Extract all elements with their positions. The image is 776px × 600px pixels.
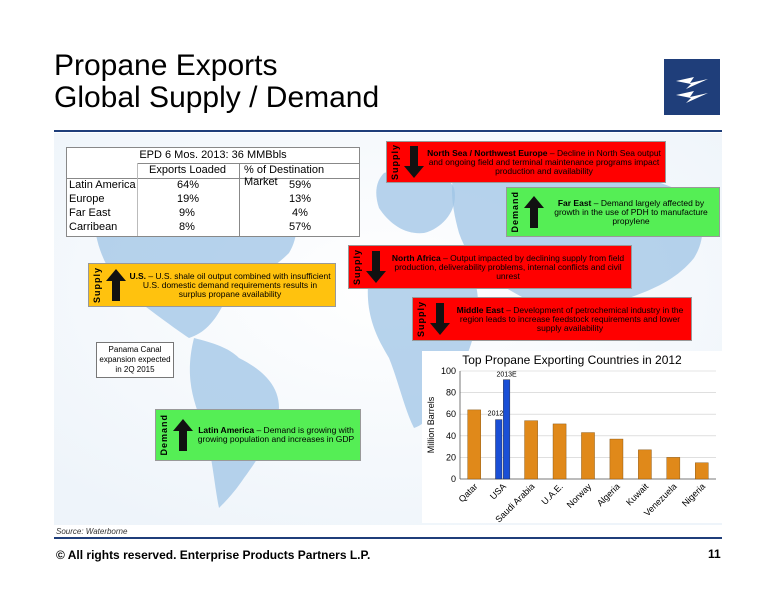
row-market: 57% (289, 221, 312, 233)
lightning-logo-icon (676, 77, 708, 103)
box-bold-label: Far East (557, 197, 592, 208)
y-tick-label: 100 (441, 366, 456, 376)
bar-usa-2012 (495, 419, 503, 480)
exports-chart: Top Propane Exporting Countries in 2012 0… (422, 351, 722, 525)
row-loaded: 8% (179, 221, 195, 233)
x-tick-label: Nigeria (680, 481, 707, 508)
box-bold-label: U.S. (129, 270, 146, 281)
footer-rule (54, 537, 722, 539)
bar-data-label: 2012 (488, 411, 504, 418)
y-axis-label: Million Barrels (426, 396, 436, 453)
exports-table: EPD 6 Mos. 2013: 36 MMBbls Exports Loade… (66, 147, 360, 237)
map-europe (376, 168, 455, 234)
bar-nigeria (695, 462, 709, 480)
row-loaded: 64% (177, 179, 200, 191)
bar-uae (552, 423, 567, 480)
company-logo (664, 59, 720, 115)
chart-svg: Top Propane Exporting Countries in 2012 0… (426, 353, 716, 525)
box-text: – Development of petrochemical industry … (459, 304, 684, 333)
bar-norway (581, 432, 595, 480)
copyright-footer: © All rights reserved. Enterprise Produc… (56, 548, 371, 562)
up-arrow-icon (173, 419, 193, 451)
box-text: – Demand largely affected by growth in t… (554, 197, 708, 226)
up-arrow-icon (106, 269, 126, 301)
table-row: Carribean 8% 57% (67, 221, 359, 235)
y-tick-label: 40 (446, 431, 456, 441)
bar-qatar (467, 409, 481, 480)
up-arrow-icon (524, 196, 544, 228)
table-row: Europe 19% 13% (67, 193, 359, 207)
box-far-east: Demand Far East – Demand largely affecte… (506, 187, 720, 237)
bar-kuwait (638, 449, 652, 480)
bar-venezuela (666, 457, 681, 480)
bar-usa-2013e (503, 379, 511, 480)
box-north-sea: Supply North Sea / Northwest Europe – De… (386, 141, 666, 183)
down-arrow-icon (366, 251, 386, 283)
box-middle-east: Supply Middle East – Development of petr… (412, 297, 692, 341)
row-loaded: 19% (177, 193, 200, 205)
box-text: – Output impacted by declining supply fr… (394, 252, 625, 281)
row-market: 13% (289, 193, 312, 205)
source-note: Source: Waterborne (56, 527, 128, 536)
box-side-label: Supply (389, 143, 400, 180)
box-bold-label: North Africa (391, 252, 441, 263)
row-region: Europe (69, 193, 105, 205)
row-loaded: 9% (179, 207, 195, 219)
title-line-1: Propane Exports (54, 49, 278, 82)
table-row: Far East 9% 4% (67, 207, 359, 221)
title-line-2: Global Supply / Demand (54, 81, 380, 114)
table-heading: EPD 6 Mos. 2013: 36 MMBbls (139, 149, 287, 161)
box-north-africa: Supply North Africa – Output impacted by… (348, 245, 632, 289)
bar-algeria (609, 438, 624, 480)
box-side-label: Demand (158, 414, 169, 456)
page-title: Propane Exports Global Supply / Demand (54, 50, 379, 114)
box-side-label: Supply (91, 266, 102, 303)
row-region: Carribean (69, 221, 118, 233)
x-tick-label: USA (488, 481, 508, 501)
y-tick-label: 0 (451, 474, 456, 484)
row-region: Latin America (69, 179, 136, 191)
page-number: 11 (708, 547, 721, 561)
x-tick-label: Kuwait (624, 481, 651, 508)
x-tick-label: Qatar (457, 481, 480, 504)
chart-title: Top Propane Exporting Countries in 2012 (462, 353, 682, 367)
col-exports-loaded: Exports Loaded (149, 164, 227, 176)
row-market: 4% (292, 207, 308, 219)
x-tick-label: Algeria (595, 481, 622, 508)
x-tick-label: U.A.E. (540, 481, 565, 506)
box-text: – Decline in North Sea output and ongoin… (428, 147, 661, 176)
header-rule (54, 130, 722, 132)
bar-saudiarabia (524, 420, 538, 480)
box-us: Supply U.S. – U.S. shale oil output comb… (88, 263, 336, 307)
box-side-label: Supply (415, 300, 426, 337)
panama-canal-callout: Panama Canal expansion expected in 2Q 20… (96, 342, 174, 378)
row-market: 59% (289, 179, 312, 191)
box-side-label: Supply (351, 248, 362, 285)
bar-data-label: 2013E (496, 372, 517, 379)
col-destination-market: % of Destination Market (244, 164, 325, 188)
y-tick-label: 80 (446, 388, 456, 398)
y-tick-label: 20 (446, 452, 456, 462)
box-text: – Demand is growing with growing populat… (197, 425, 355, 444)
box-latin-america: Demand Latin America – Demand is growing… (155, 409, 361, 461)
box-side-label: Demand (509, 191, 520, 233)
box-text: – U.S. shale oil output combined with in… (142, 270, 331, 299)
table-header-row: Exports Loaded % of Destination Market (67, 164, 359, 188)
box-bold-label: North Sea / Northwest Europe (427, 147, 548, 158)
y-tick-label: 60 (446, 409, 456, 419)
down-arrow-icon (430, 303, 450, 335)
table-row: Latin America 64% 59% (67, 179, 359, 193)
x-tick-label: Norway (565, 481, 594, 510)
down-arrow-icon (404, 146, 424, 178)
box-bold-label: Latin America (198, 425, 255, 435)
row-region: Far East (69, 207, 111, 219)
box-bold-label: Middle East (456, 304, 504, 315)
